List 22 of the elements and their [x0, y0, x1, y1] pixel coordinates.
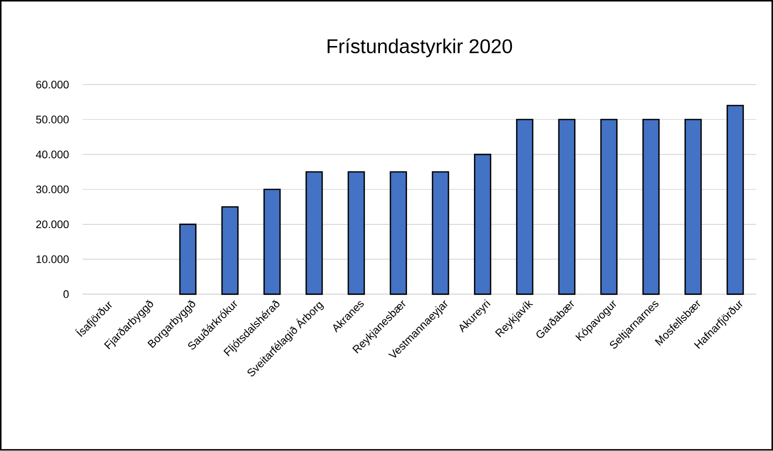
bar — [642, 119, 660, 296]
y-tick-label: 10.000 — [36, 256, 69, 264]
bar — [726, 105, 744, 296]
bar — [432, 171, 450, 296]
y-tick-label: 50.000 — [36, 116, 69, 124]
bar — [263, 188, 281, 296]
bar — [558, 119, 576, 296]
y-tick-label: 0 — [63, 290, 69, 298]
y-tick-label: 60.000 — [36, 80, 69, 89]
y-tick-label: 40.000 — [36, 150, 69, 159]
bar — [221, 206, 239, 296]
bar — [179, 224, 196, 296]
bar — [516, 119, 534, 296]
y-tick-label: 30.000 — [36, 186, 69, 194]
bar — [684, 119, 702, 296]
bar — [348, 171, 365, 296]
chart-title: Frístundastyrkir 2020 — [328, 38, 512, 58]
bar — [306, 171, 323, 296]
bar — [390, 171, 408, 296]
bar — [474, 154, 492, 296]
y-tick-label: 20.000 — [36, 220, 69, 228]
bar — [600, 119, 618, 296]
